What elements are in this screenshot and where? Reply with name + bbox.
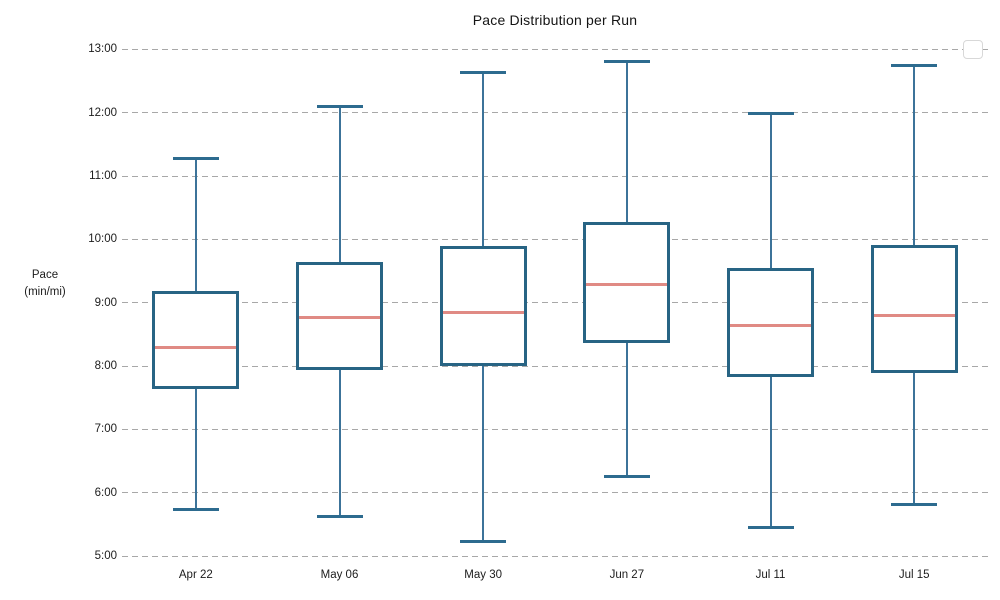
boxplot-min-cap xyxy=(747,526,794,529)
boxplot-min-cap xyxy=(460,539,507,543)
gridline xyxy=(122,555,990,557)
boxplot-median xyxy=(586,283,668,287)
boxplot-upper-whisker xyxy=(338,106,341,264)
x-tick-label: Apr 22 xyxy=(178,569,213,581)
boxplot-median xyxy=(873,313,955,317)
gridline xyxy=(122,48,990,50)
boxplot-upper-whisker xyxy=(913,65,916,247)
y-tick-label: 10:00 xyxy=(88,233,117,246)
gridline xyxy=(122,492,990,494)
chart-title: Pace Distribution per Run xyxy=(472,12,638,28)
y-axis-title-line2: (min/mi) xyxy=(24,286,66,298)
y-tick-label: 13:00 xyxy=(88,43,117,56)
legend-box xyxy=(963,40,983,59)
boxplot-max-cap xyxy=(603,59,650,63)
boxplot-max-cap xyxy=(747,112,794,116)
boxplot-median xyxy=(730,324,811,328)
y-tick-label: 9:00 xyxy=(94,296,117,309)
gridline xyxy=(122,238,990,240)
y-tick-label: 12:00 xyxy=(88,106,117,119)
boxplot-median xyxy=(442,310,524,314)
boxplot-lower-whisker xyxy=(769,375,772,528)
x-tick-label: May 06 xyxy=(320,569,359,581)
boxplot-upper-whisker xyxy=(625,61,628,224)
y-tick-label: 5:00 xyxy=(94,550,117,562)
boxplot-box xyxy=(727,268,814,377)
boxplot-lower-whisker xyxy=(913,371,916,505)
boxplot-lower-whisker xyxy=(338,368,341,517)
y-tick-label: 8:00 xyxy=(94,360,117,373)
boxplot-min-cap xyxy=(891,502,938,506)
boxplot-lower-whisker xyxy=(194,387,197,510)
boxplot-min-cap xyxy=(172,508,219,512)
boxplot-lower-whisker xyxy=(625,341,628,477)
boxplot-box xyxy=(296,262,383,370)
boxplot-upper-whisker xyxy=(194,158,197,293)
boxplot-median xyxy=(155,345,237,349)
boxplot-box xyxy=(870,245,958,373)
boxplot-min-cap xyxy=(316,515,363,519)
boxplot-box xyxy=(439,246,527,367)
gridline xyxy=(122,175,990,177)
gridline xyxy=(122,428,990,430)
y-tick-label: 7:00 xyxy=(94,423,117,436)
x-tick-label: Jun 27 xyxy=(609,569,645,581)
y-tick-label: 11:00 xyxy=(89,170,117,183)
boxplot-lower-whisker xyxy=(482,364,485,542)
boxplot-max-cap xyxy=(891,63,938,67)
boxplot-min-cap xyxy=(603,475,650,479)
boxplot-max-cap xyxy=(172,156,219,160)
x-tick-label: May 30 xyxy=(464,569,503,581)
y-tick-label: 6:00 xyxy=(94,486,117,499)
boxplot-median xyxy=(299,315,380,319)
y-axis-title: Pace (min/mi) xyxy=(4,267,86,301)
boxplot-max-cap xyxy=(316,104,363,108)
boxplot-upper-whisker xyxy=(482,72,485,248)
x-tick-label: Jul 15 xyxy=(898,569,930,581)
boxplot-max-cap xyxy=(460,71,507,75)
gridline xyxy=(122,302,990,304)
boxplot-box xyxy=(583,222,671,344)
x-tick-label: Jul 11 xyxy=(755,569,786,581)
boxplot-upper-whisker xyxy=(769,113,772,270)
y-axis-title-line1: Pace xyxy=(31,269,59,281)
gridline xyxy=(122,365,990,367)
boxplot-box xyxy=(152,290,240,389)
gridline xyxy=(122,112,990,114)
